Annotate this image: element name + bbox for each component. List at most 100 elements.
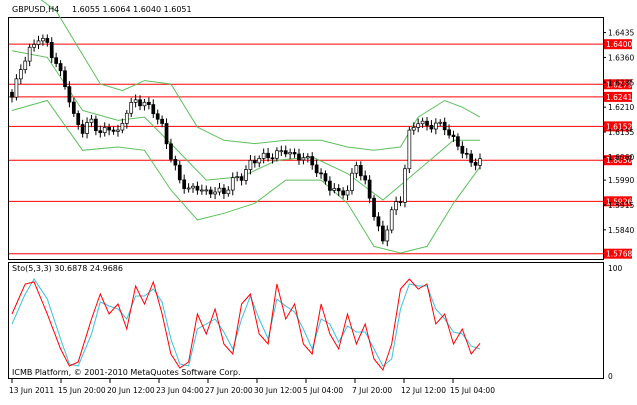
candle-body: [71, 101, 76, 114]
candle-body: [394, 201, 398, 211]
candle-body: [323, 173, 328, 182]
candle-body: [381, 225, 385, 242]
candle-body: [350, 172, 354, 191]
candle-body: [173, 158, 178, 166]
candle-body: [372, 197, 376, 218]
candle-body: [336, 188, 341, 192]
candle-body: [257, 158, 262, 164]
time-tick-label: 20 Jun 12:00: [107, 386, 155, 395]
level-price-label: 1.6400: [606, 40, 632, 49]
candle-body: [169, 143, 173, 160]
price-tick-label: 1.6210: [608, 103, 634, 112]
candle-body: [451, 134, 456, 138]
candle-body: [301, 157, 306, 161]
price-window-frame[interactable]: [8, 17, 604, 260]
candle-body: [67, 86, 72, 103]
candle-body: [447, 129, 451, 136]
time-tick-label: 15 Jun 20:00: [58, 386, 106, 395]
stochastic-level-100: 100: [608, 264, 623, 273]
stochastic-signal-line: [11, 278, 481, 367]
candle-body: [288, 152, 293, 155]
stochastic-window-frame[interactable]: [8, 262, 604, 379]
stochastic-lines: [11, 278, 481, 372]
bollinger-lower-line: [11, 99, 481, 254]
price-tick-label: 1.5990: [608, 176, 634, 185]
candle-body: [155, 113, 160, 120]
candle-body: [208, 189, 213, 195]
candle-body: [433, 122, 438, 130]
candle-body: [292, 152, 297, 155]
candle-body: [328, 180, 332, 191]
time-axis: 13 Jun 2011 15 Jun 20:00 20 Jun 12:00 23 Ju…: [9, 379, 495, 395]
price-tick-label: 1.6285: [608, 78, 634, 87]
candle-body: [85, 122, 89, 134]
price-tick-label: 1.5840: [608, 226, 634, 235]
candle-body: [411, 127, 416, 131]
candle-body: [252, 159, 257, 164]
candle-body: [297, 153, 301, 161]
candle-body: [36, 40, 41, 45]
candle-body: [41, 38, 45, 42]
candle-body: [182, 179, 187, 189]
bollinger-upper-line: [40, 0, 481, 151]
candle-body: [358, 165, 363, 177]
candle-body: [94, 118, 98, 132]
candle-body: [279, 150, 284, 153]
candle-body: [54, 57, 59, 64]
candle-body: [120, 123, 125, 131]
candle-body: [456, 136, 460, 147]
candle-body: [385, 229, 390, 242]
candle-body: [438, 121, 443, 124]
candle-body: [416, 123, 421, 128]
time-tick-label: 12 Jul 12:00: [401, 386, 446, 395]
price-tick-label: 1.6360: [608, 53, 634, 62]
stochastic-level-0: 0: [608, 372, 613, 381]
candle-body: [124, 112, 129, 124]
candle-body: [195, 185, 200, 191]
level-price-label: 1.6152: [606, 122, 632, 131]
candle-body: [363, 175, 368, 181]
candle-body: [222, 187, 226, 195]
level-price-tag: [604, 196, 632, 207]
candle-body: [376, 216, 381, 227]
horizontal-levels: 1.6400 1.6279 1.6241 1.6152 1.6050 1.5926 1.57…: [9, 39, 632, 259]
candle-body: [319, 172, 323, 175]
candle-body: [111, 129, 116, 132]
platform-copyright: ICMB Platform, © 2001-2010 MetaQuotes So…: [12, 368, 241, 377]
candle-body: [76, 113, 81, 125]
time-tick-label: 23 Jun 04:00: [156, 386, 204, 395]
candle-body: [58, 63, 63, 72]
candle-body: [407, 129, 412, 170]
candle-body: [275, 150, 279, 159]
candle-body: [45, 38, 50, 43]
candle-body: [116, 129, 120, 132]
level-price-tag: [604, 248, 632, 259]
time-tick-label: 27 Jun 20:00: [205, 386, 253, 395]
candle-body: [186, 187, 191, 190]
time-tick-label: 7 Jul 20:00: [352, 386, 392, 395]
price-tick-label: 1.6435: [608, 29, 634, 38]
price-tick-label: 1.6060: [608, 153, 634, 162]
candle-body: [49, 42, 54, 59]
level-price-label: 1.5768: [606, 250, 632, 259]
candle-body: [107, 127, 111, 131]
candle-body: [425, 120, 429, 126]
level-price-tag: [604, 121, 632, 132]
candle-body: [305, 156, 310, 159]
candle-body: [32, 44, 36, 48]
candle-body: [341, 190, 345, 196]
candle-body: [403, 168, 407, 203]
candle-body: [14, 78, 19, 98]
level-price-label: 1.6279: [606, 80, 632, 89]
candle-body: [18, 69, 23, 80]
candle-body: [345, 190, 350, 196]
candle-body: [138, 99, 142, 107]
price-tick-label: 1.6135: [608, 128, 634, 137]
candles: [10, 34, 482, 247]
time-tick-label: 15 Jul 04:00: [450, 386, 495, 395]
candle-body: [235, 176, 240, 179]
candle-body: [217, 187, 222, 193]
candle-body: [191, 185, 195, 189]
